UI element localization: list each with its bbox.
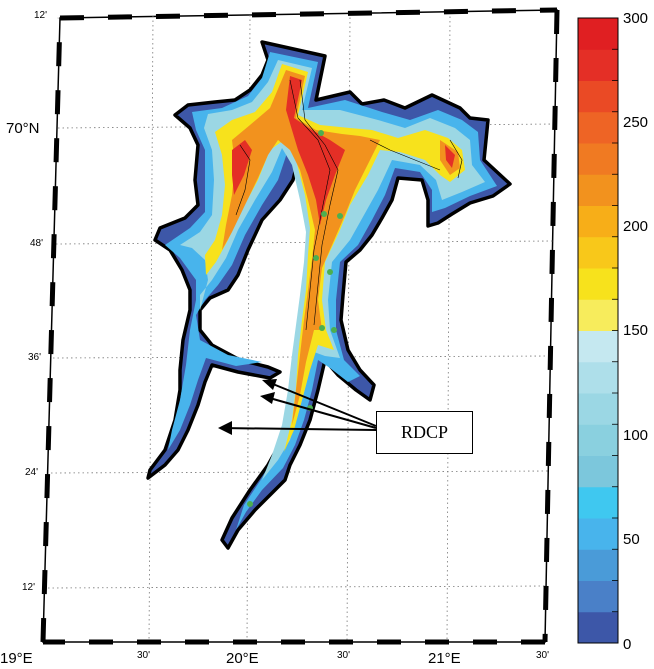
colorbar-swatch xyxy=(578,205,618,238)
colorbar-label: 250 xyxy=(623,114,649,131)
rdcp-arrowheads xyxy=(218,379,277,435)
colorbar-label: 300 xyxy=(623,10,649,27)
lat-label: 48' xyxy=(30,238,44,249)
colorbar-swatch xyxy=(578,80,618,113)
lat-label: 12' xyxy=(22,582,36,593)
colorbar-swatch xyxy=(578,18,618,50)
colorbar-swatch xyxy=(578,174,618,206)
colorbar-swatch xyxy=(578,111,618,144)
colorbar-label: 200 xyxy=(623,218,649,235)
colorbar-label: 100 xyxy=(623,427,649,444)
colorbar xyxy=(578,18,618,644)
colorbar-swatch xyxy=(578,330,618,363)
lat-label: 70°N xyxy=(6,120,40,137)
colorbar-outline xyxy=(577,17,619,644)
lon-label: 20°E xyxy=(226,650,259,667)
depth-contours xyxy=(235,79,463,331)
rdcp-annotation: RDCP xyxy=(376,411,473,454)
lon-label: 30' xyxy=(137,650,151,661)
colorbar-swatch xyxy=(578,299,618,331)
colorbar-swatch xyxy=(578,268,618,300)
colorbar-swatch xyxy=(578,455,618,488)
colorbar-label: 50 xyxy=(623,531,640,548)
lon-label: 30' xyxy=(337,650,351,661)
lat-label: 24' xyxy=(25,467,39,478)
colorbar-swatch xyxy=(578,393,618,425)
colorbar-swatch xyxy=(578,143,618,175)
colorbar-swatch xyxy=(578,518,618,550)
lat-label: 36' xyxy=(28,352,42,363)
lon-label: 19°E xyxy=(0,650,33,667)
map-border xyxy=(40,7,560,645)
colorbar-swatch xyxy=(578,580,618,613)
colorbar-label: 0 xyxy=(623,636,632,653)
fjord-deep-layer xyxy=(232,76,455,225)
lon-label: 21°E xyxy=(428,650,461,667)
colorbar-swatch xyxy=(578,49,618,81)
colorbar-swatch xyxy=(578,611,618,644)
fjord-orange-layer xyxy=(222,70,460,425)
colorbar-swatch xyxy=(578,236,618,269)
colorbar-swatch xyxy=(578,424,618,456)
rdcp-arrows xyxy=(219,381,377,431)
lon-label: 30' xyxy=(536,650,550,661)
colorbar-swatch xyxy=(578,361,618,394)
lat-label: 12' xyxy=(34,10,48,21)
colorbar-label: 150 xyxy=(623,322,649,339)
fjord-system xyxy=(146,40,512,550)
colorbar-swatch xyxy=(578,549,618,581)
rdcp-label: RDCP xyxy=(400,422,449,442)
colorbar-swatch xyxy=(578,486,618,519)
